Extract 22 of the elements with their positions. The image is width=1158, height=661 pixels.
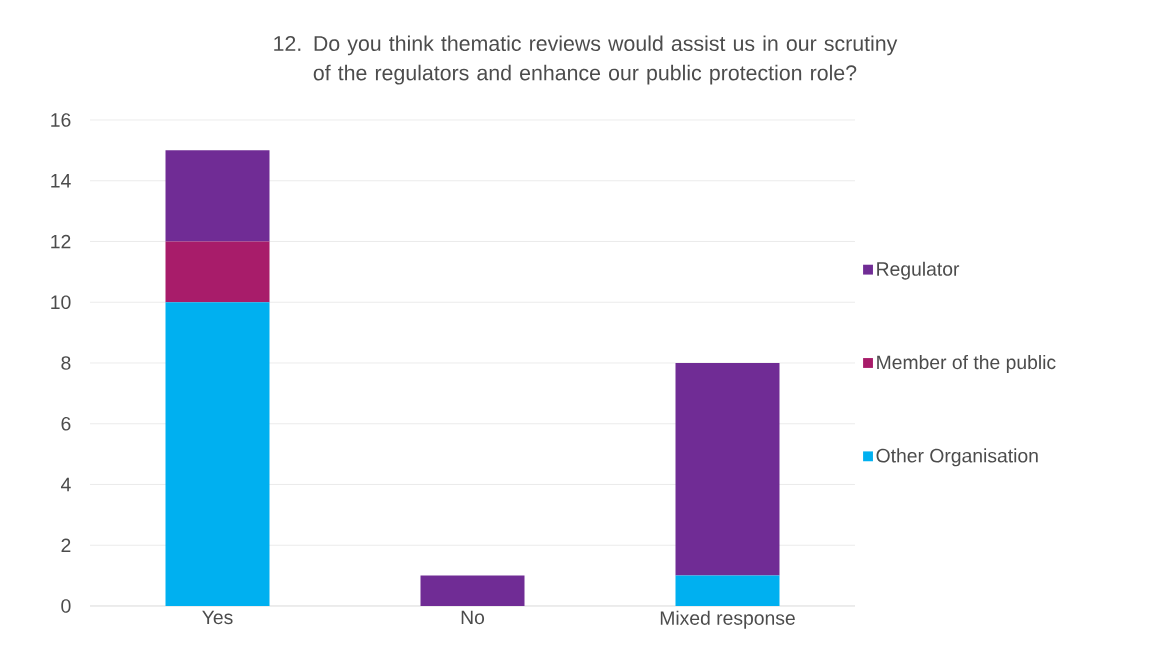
bar	[420, 575, 525, 606]
bar	[675, 362, 780, 576]
x-tick-label: Yes	[202, 610, 233, 625]
y-tick-label: 2	[61, 538, 71, 552]
legend-label: Member of the public	[877, 354, 1056, 374]
y-tick-label: 0	[61, 599, 71, 613]
y-tick-label: 4	[60, 477, 71, 492]
chart-title: 12. Do you think thematic reviews would assist us in our scrutiny of the regulators and enhance our public protection role?	[274, 35, 898, 85]
y-tick-label: 8	[61, 356, 71, 370]
bar	[675, 575, 780, 606]
bar	[165, 241, 270, 303]
y-tick-label: 14	[51, 174, 71, 188]
x-tick-label: Mixed response	[660, 610, 795, 629]
y-tick-label: 12	[51, 234, 71, 249]
legend-label: Other Organisation	[876, 448, 1038, 467]
bar	[165, 302, 270, 606]
legend-label: Regulator	[877, 261, 960, 280]
x-tick-label: No	[461, 610, 485, 625]
bar	[165, 150, 270, 242]
y-tick-label: 10	[51, 295, 71, 310]
y-tick-label: 6	[61, 416, 71, 431]
y-tick-label: 16	[51, 113, 71, 127]
